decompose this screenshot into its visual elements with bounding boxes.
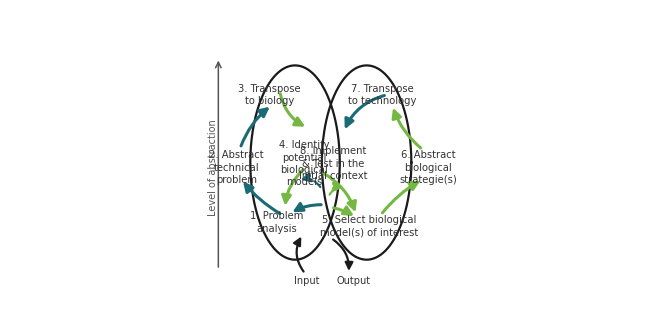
Text: 6. Abstract
biological
strategie(s): 6. Abstract biological strategie(s)	[399, 150, 457, 185]
Text: 8. Implement
& Test in the
initial context: 8. Implement & Test in the initial conte…	[299, 146, 367, 181]
Text: 5. Select biological
model(s) of interest: 5. Select biological model(s) of interes…	[320, 215, 419, 238]
Text: 7. Transpose
to technology: 7. Transpose to technology	[348, 84, 416, 106]
Text: 2. Abstract
technical
problem: 2. Abstract technical problem	[209, 150, 264, 185]
Text: Output: Output	[337, 277, 371, 287]
Text: Level of abstraction: Level of abstraction	[208, 119, 218, 216]
Text: 4. Identify
potential
biological
models: 4. Identify potential biological models	[279, 140, 329, 188]
Text: 3. Transpose
to biology: 3. Transpose to biology	[238, 84, 301, 106]
Text: 1. Problem
analysis: 1. Problem analysis	[250, 211, 304, 234]
Text: Input: Input	[294, 277, 319, 287]
